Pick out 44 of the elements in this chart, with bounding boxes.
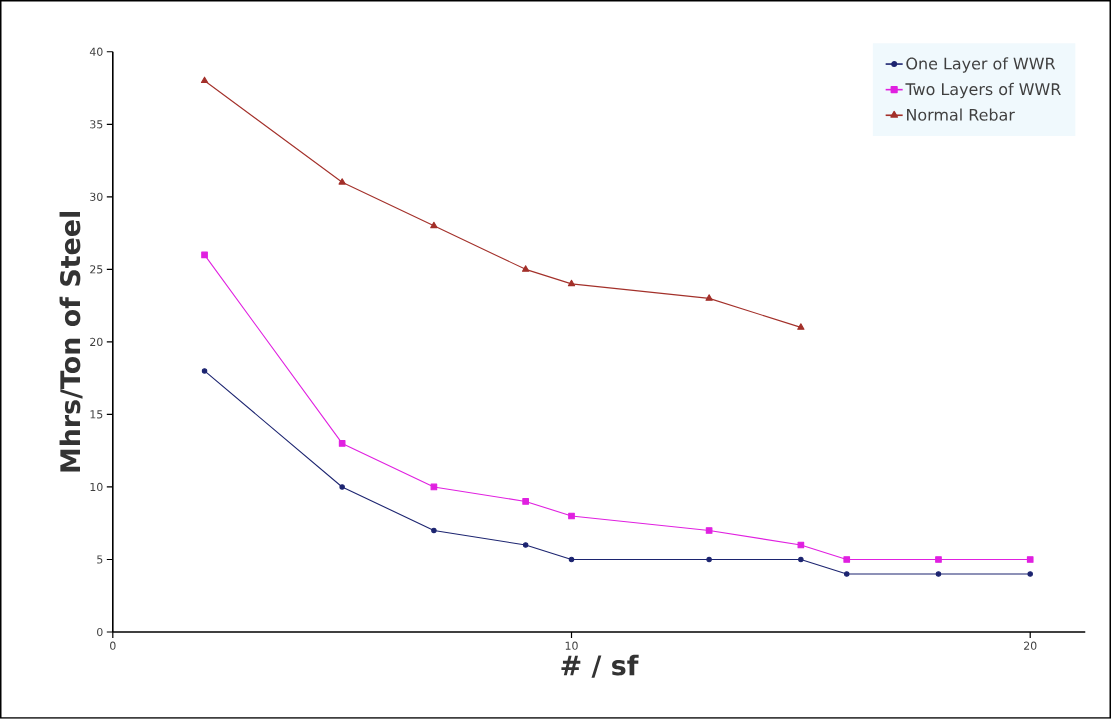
- point: [201, 251, 208, 259]
- y-tick-label: 15: [90, 410, 103, 419]
- point: [705, 527, 713, 534]
- point: [568, 512, 575, 520]
- point: [797, 323, 805, 330]
- point: [430, 221, 438, 229]
- point: [338, 440, 346, 447]
- y-tick-label: 5: [97, 555, 103, 564]
- y-tick-label: 10: [90, 482, 103, 492]
- y-tick-label: 25: [90, 265, 103, 274]
- y-tick-label: 20: [90, 337, 103, 347]
- point: [797, 541, 805, 549]
- point: [935, 571, 942, 577]
- legend-label: One Layer of WWR: [906, 57, 1056, 73]
- y-axis-title: Mhrs/Ton of Steel: [59, 212, 83, 472]
- point: [522, 542, 529, 548]
- point: [1027, 571, 1033, 577]
- y-tick-label: 35: [90, 120, 103, 129]
- point: [568, 556, 575, 563]
- point: [1026, 556, 1034, 563]
- point: [843, 571, 850, 577]
- point: [200, 76, 209, 84]
- y-tick-label: 40: [89, 47, 103, 56]
- point: [521, 265, 530, 272]
- point: [843, 556, 851, 563]
- x-tick-label: 10: [565, 641, 578, 650]
- point: [522, 498, 529, 505]
- x-axis-title: # / sf: [561, 654, 639, 678]
- point: [431, 527, 437, 534]
- point: [935, 556, 942, 563]
- y-tick-label: 0: [97, 627, 103, 637]
- point: [339, 484, 345, 490]
- x-tick-label: 20: [1024, 641, 1037, 650]
- point: [706, 556, 712, 563]
- point: [705, 294, 713, 301]
- point: [430, 483, 438, 491]
- point: [338, 178, 346, 185]
- point: [201, 368, 208, 374]
- legend-label: Two Layers of WWR: [905, 82, 1061, 99]
- legend-label: Normal Rebar: [907, 108, 1015, 121]
- point: [798, 556, 804, 563]
- x-tick-label: 0: [110, 641, 116, 650]
- y-tick-label: 30: [90, 192, 103, 202]
- point: [567, 279, 576, 287]
